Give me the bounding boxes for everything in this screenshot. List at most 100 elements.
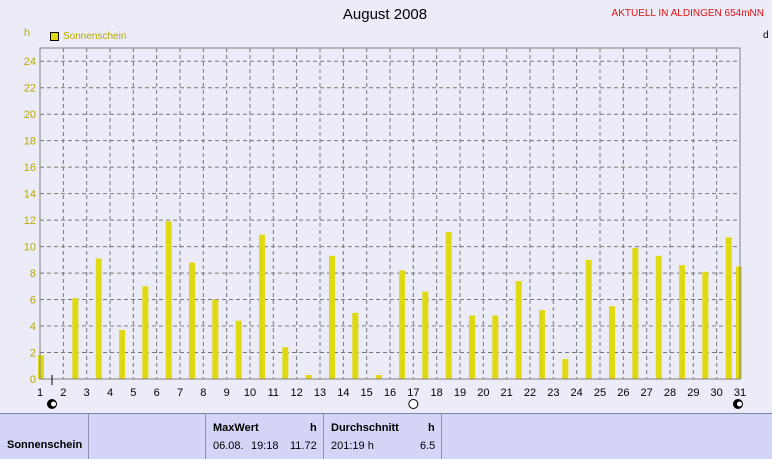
empty-cell bbox=[88, 414, 205, 459]
x-tick-label: 29 bbox=[687, 387, 699, 399]
bar bbox=[562, 359, 569, 379]
avg-cell: Durchschnitt h 201:19 h 6.5 bbox=[323, 414, 441, 459]
avg-total: 201:19 h bbox=[331, 440, 374, 452]
new-moon-icon bbox=[47, 399, 57, 409]
legend: Sonnenschein bbox=[50, 31, 126, 42]
avg-header: Durchschnitt bbox=[331, 422, 399, 434]
x-tick-label: 22 bbox=[524, 387, 536, 399]
full-moon-icon bbox=[408, 399, 419, 409]
bar bbox=[492, 315, 499, 379]
y-tick-label: 18 bbox=[24, 136, 36, 148]
bar bbox=[165, 221, 172, 379]
plot-frame bbox=[39, 47, 741, 380]
bar bbox=[95, 258, 102, 379]
bar bbox=[632, 247, 639, 379]
x-tick-label: 6 bbox=[154, 387, 160, 399]
legend-label: Sonnenschein bbox=[63, 31, 127, 42]
x-tick-label: 2 bbox=[60, 387, 66, 399]
x-tick-label: 11 bbox=[268, 387, 279, 399]
x-tick-label: 21 bbox=[501, 387, 513, 399]
bar bbox=[305, 375, 312, 379]
y-tick-label: 20 bbox=[24, 109, 36, 121]
grid bbox=[40, 48, 741, 379]
x-tick-label: 31 bbox=[734, 387, 746, 399]
bar bbox=[329, 255, 335, 379]
x-tick-label: 30 bbox=[711, 387, 723, 399]
x-tick-label: 13 bbox=[314, 387, 326, 399]
bar bbox=[142, 286, 149, 379]
max-cell: MaxWert h 06.08. 19:18 11.72 bbox=[205, 414, 323, 459]
max-header: MaxWert bbox=[213, 422, 259, 434]
bar bbox=[702, 271, 709, 379]
x-tick-label: 1 bbox=[37, 387, 43, 399]
y-tick-label: 22 bbox=[24, 83, 36, 95]
bar bbox=[445, 232, 452, 379]
x-tick-label: 5 bbox=[130, 387, 136, 399]
x-tick-label: 9 bbox=[224, 387, 230, 399]
x-tick-label: 17 bbox=[407, 387, 419, 399]
x-tick-label: 8 bbox=[200, 387, 206, 399]
y-tick-label: 0 bbox=[30, 374, 36, 386]
x-tick-label: 24 bbox=[571, 387, 583, 399]
legend-swatch bbox=[50, 32, 59, 41]
y-tick-label: 4 bbox=[30, 321, 36, 333]
row-label-cell: Sonnenschein bbox=[0, 414, 88, 459]
x-tick-label: 4 bbox=[107, 387, 113, 399]
bar bbox=[585, 259, 592, 379]
y-tick-label: 14 bbox=[24, 189, 36, 201]
right-axis-label: d bbox=[763, 30, 769, 41]
x-tick-label: 3 bbox=[84, 387, 90, 399]
bar bbox=[212, 299, 219, 379]
y-tick-label: 12 bbox=[24, 215, 36, 227]
x-tick-label: 28 bbox=[664, 387, 676, 399]
bar bbox=[736, 266, 742, 379]
bar bbox=[469, 315, 475, 379]
x-tick-label: 18 bbox=[431, 387, 443, 399]
y-tick-label: 2 bbox=[30, 348, 36, 360]
bar bbox=[189, 262, 195, 379]
chart-title: August 2008 bbox=[342, 6, 428, 23]
bar bbox=[515, 281, 522, 379]
max-time: 19:18 bbox=[251, 440, 279, 452]
x-tick-label: 7 bbox=[177, 387, 183, 399]
x-tick-label: 25 bbox=[594, 387, 606, 399]
moon-phases bbox=[47, 399, 743, 409]
avg-value: 6.5 bbox=[420, 440, 436, 452]
y-tick-label: 24 bbox=[24, 56, 36, 68]
new-moon-icon bbox=[733, 399, 743, 409]
x-tick-label: 10 bbox=[244, 387, 256, 399]
empty-cell-right bbox=[441, 414, 765, 459]
location-label: AKTUELL IN ALDINGEN 654mNN bbox=[611, 8, 764, 19]
x-tick-label: 15 bbox=[361, 387, 373, 399]
x-tick-label: 16 bbox=[384, 387, 396, 399]
row-label: Sonnenschein bbox=[7, 439, 83, 451]
bars bbox=[38, 221, 742, 379]
bar bbox=[352, 312, 359, 379]
bar bbox=[399, 270, 405, 379]
y-tick-label: 6 bbox=[30, 295, 36, 307]
x-tick-label: 26 bbox=[617, 387, 629, 399]
avg-unit: h bbox=[428, 422, 435, 434]
y-tick-label: 8 bbox=[30, 268, 36, 280]
bar bbox=[375, 375, 382, 379]
bar bbox=[282, 347, 289, 379]
bar bbox=[72, 298, 79, 379]
x-tick-label: 19 bbox=[454, 387, 466, 399]
x-ticks: 1 2 3 4 5 6 7 8 9 10 11 12 13 14 15 16 17 18 19 20 21 22 23 24 2… bbox=[37, 387, 746, 399]
x-tick-label: 14 bbox=[337, 387, 349, 399]
bar bbox=[679, 265, 685, 379]
max-value: 11.72 bbox=[290, 440, 317, 452]
bar bbox=[259, 234, 265, 379]
x-tick-label: 27 bbox=[641, 387, 653, 399]
bar bbox=[422, 291, 429, 379]
bar bbox=[655, 255, 662, 379]
bar bbox=[609, 306, 615, 379]
x-tick-label: 23 bbox=[547, 387, 559, 399]
x-tick-label: 20 bbox=[477, 387, 489, 399]
bar bbox=[725, 237, 732, 379]
x-tick-label: 12 bbox=[291, 387, 303, 399]
max-unit: h bbox=[310, 422, 317, 434]
bar bbox=[235, 320, 242, 379]
bar bbox=[38, 355, 44, 379]
